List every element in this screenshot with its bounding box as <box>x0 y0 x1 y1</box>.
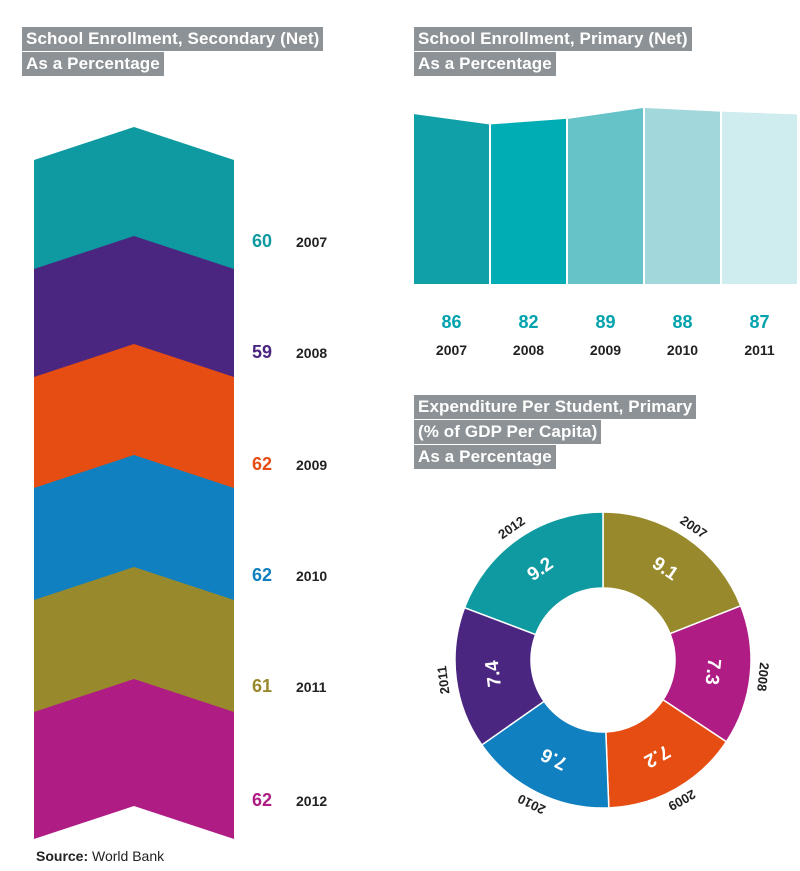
secondary-chevron-chart: 60 2007 59 2008 62 2009 62 2010 61 2011 62 2012 <box>34 127 327 839</box>
donut-slice-2008 <box>661 604 752 743</box>
primary-value-2008: 82 <box>518 312 538 332</box>
chevron-value-2009: 62 <box>252 454 272 474</box>
secondary-subtitle: As a Percentage <box>22 52 164 76</box>
primary-bar-2007 <box>414 114 489 284</box>
chevron-year-2009: 2009 <box>296 457 327 473</box>
chevron-year-2010: 2010 <box>296 568 327 584</box>
chevron-bar-2011 <box>34 567 234 727</box>
expenditure-title-block: Expenditure Per Student, Primary (% of G… <box>414 395 697 470</box>
primary-title: School Enrollment, Primary (Net) <box>414 27 692 51</box>
chevron-value-2010: 62 <box>252 565 272 585</box>
expenditure-subtitle: As a Percentage <box>414 445 556 469</box>
primary-value-2010: 88 <box>672 312 692 332</box>
secondary-title: School Enrollment, Secondary (Net) <box>22 27 324 51</box>
primary-value-2007: 86 <box>441 312 461 332</box>
donut-value-2011: 7.4 <box>482 659 506 688</box>
expenditure-title-line1: Expenditure Per Student, Primary <box>414 395 697 419</box>
primary-year-2010: 2010 <box>667 342 698 358</box>
primary-value-2009: 89 <box>595 312 615 332</box>
primary-bar-2009 <box>568 107 643 284</box>
donut-slice-2012 <box>463 511 604 636</box>
chevron-bar-2008 <box>34 236 234 396</box>
expenditure-title-line2: (% of GDP Per Capita) <box>414 420 602 444</box>
primary-year-2009: 2009 <box>590 342 621 358</box>
chevron-year-2008: 2008 <box>296 345 327 361</box>
chevron-bar-2007 <box>34 127 234 287</box>
chevron-year-2011: 2011 <box>296 679 327 695</box>
primary-year-2008: 2008 <box>513 342 544 358</box>
donut-year-2011: 2011 <box>434 665 452 695</box>
primary-title-block: School Enrollment, Primary (Net) As a Pe… <box>414 27 692 77</box>
secondary-title-block: School Enrollment, Secondary (Net) As a … <box>22 27 324 77</box>
chevron-year-2012: 2012 <box>296 793 327 809</box>
source-label: Source: <box>36 848 89 864</box>
primary-year-2007: 2007 <box>436 342 467 358</box>
primary-bar-2011 <box>722 111 797 284</box>
chevron-bar-2009 <box>34 344 234 504</box>
chevron-value-2011: 61 <box>252 676 272 696</box>
chevron-value-2007: 60 <box>252 231 272 251</box>
donut-slice-2007 <box>602 511 742 635</box>
primary-bar-2008 <box>491 118 566 284</box>
donut-value-2008: 7.3 <box>701 657 725 685</box>
chevron-value-2012: 62 <box>252 790 272 810</box>
chevron-value-2008: 59 <box>252 342 272 362</box>
donut-year-2008: 2008 <box>754 662 772 692</box>
source-note: Source: World Bank <box>36 848 164 864</box>
primary-bar-chart: 86 2007 82 2008 89 2009 88 2010 87 2011 <box>414 107 797 358</box>
primary-year-2011: 2011 <box>744 342 775 358</box>
chevron-year-2007: 2007 <box>296 234 327 250</box>
donut-slice-2011 <box>454 606 546 746</box>
chevron-bar-2010 <box>34 455 234 615</box>
primary-subtitle: As a Percentage <box>414 52 556 76</box>
primary-bar-2010 <box>645 107 720 284</box>
primary-value-2011: 87 <box>749 312 769 332</box>
source-value: World Bank <box>92 848 165 864</box>
chevron-bar-2012 <box>34 679 234 839</box>
